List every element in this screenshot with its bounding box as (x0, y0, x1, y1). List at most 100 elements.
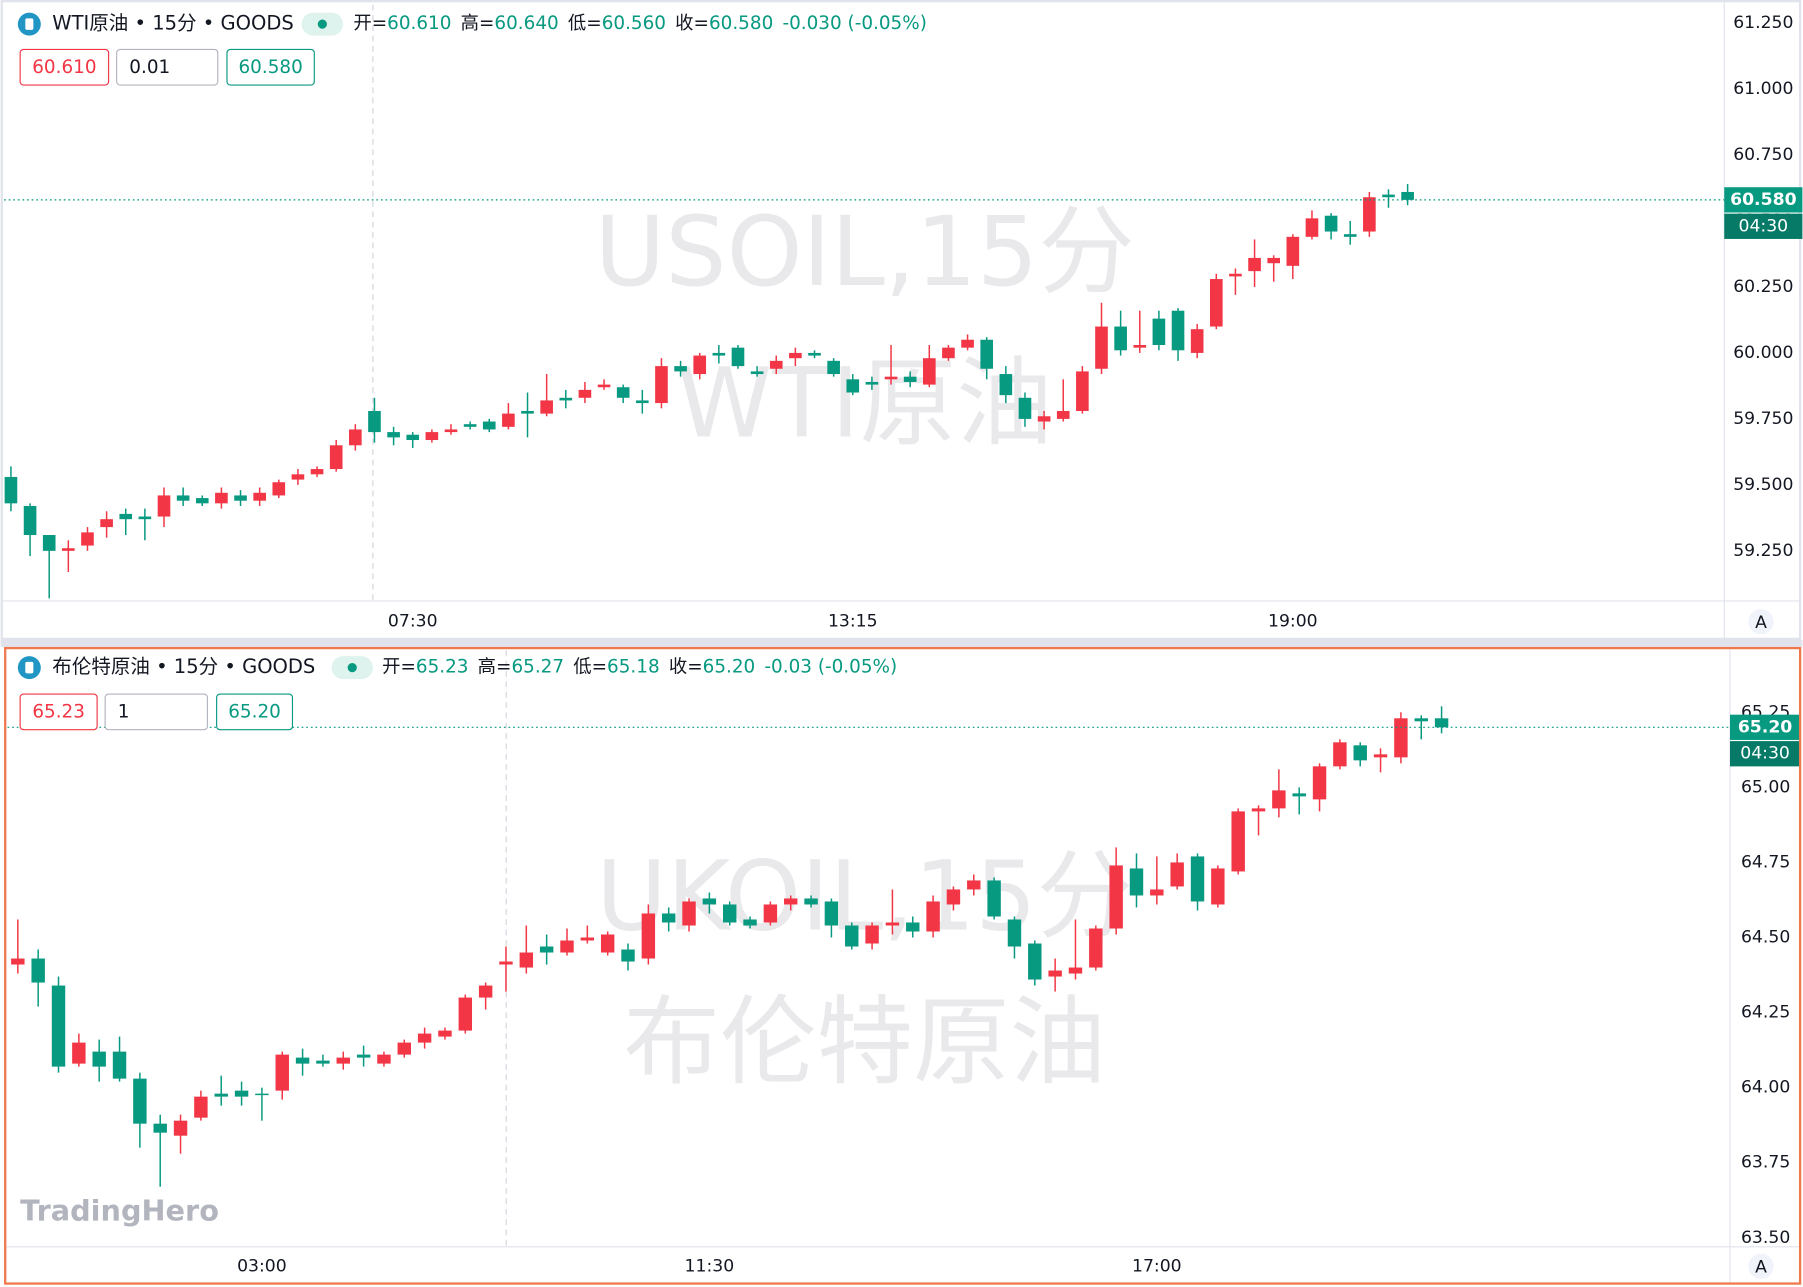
countdown: 04:30 (1739, 216, 1789, 236)
candle-body (234, 1090, 249, 1097)
candle-body (1095, 326, 1108, 369)
change: -0.030 (-0.05%) (782, 13, 926, 34)
candle-body (1251, 808, 1266, 812)
order-box[interactable] (104, 693, 209, 731)
candle-body (906, 922, 920, 932)
x-tick-label: 17:00 (1132, 1256, 1182, 1276)
candle-body (349, 429, 362, 446)
candle-body (1267, 257, 1281, 264)
x-tick-label: 07:30 (388, 612, 438, 632)
ohlc-label: 高= (478, 657, 512, 678)
candle-body (1109, 865, 1123, 929)
candle-body (112, 1051, 127, 1079)
candle-body (51, 985, 66, 1067)
y-tick-label: 64.00 (1741, 1078, 1790, 1098)
candle-body (119, 513, 133, 520)
candle-body (661, 913, 676, 923)
ohlc-label: 收= (669, 657, 703, 678)
candle-body (1382, 194, 1395, 198)
y-tick-label: 60.000 (1733, 343, 1793, 363)
ohlc-value: 60.560 (602, 13, 666, 34)
candle-body (387, 432, 400, 438)
candle-body (1272, 790, 1286, 809)
candle-body (731, 347, 745, 367)
candle-body (750, 371, 764, 375)
candle-body (316, 1060, 330, 1064)
logo: TradingHero (20, 1193, 219, 1227)
order-box[interactable] (116, 48, 219, 86)
ohlc-label: 开= (353, 13, 387, 34)
candle-body (926, 901, 940, 932)
y-tick-label: 64.50 (1741, 928, 1790, 948)
candle-body (329, 445, 343, 470)
order-box[interactable] (216, 693, 294, 731)
candle-body (272, 482, 286, 496)
x-tick-label: 03:00 (237, 1256, 287, 1276)
candle-body (157, 495, 171, 517)
candle-body (425, 432, 439, 441)
candle-body (1170, 862, 1184, 887)
y-tick-label: 64.75 (1741, 852, 1790, 872)
candle-body (31, 958, 45, 983)
candle-body (987, 880, 1001, 917)
y-tick-label: 60.750 (1733, 145, 1793, 165)
candle-body (693, 355, 707, 375)
candle-body (559, 397, 573, 401)
watermark: UKOIL,15分 (596, 840, 1133, 953)
last-price-label: 65.20 (1738, 717, 1792, 737)
candle-body (397, 1042, 411, 1055)
candle-body (444, 429, 458, 433)
candle-body (215, 492, 228, 504)
candle-body (1373, 754, 1388, 758)
candle-body (1152, 318, 1166, 346)
candle-body (865, 925, 879, 944)
countdown: 04:30 (1740, 744, 1790, 764)
candle-body (578, 389, 592, 398)
candle-body (138, 516, 152, 520)
candle-body (62, 548, 75, 551)
candle-body (72, 1042, 86, 1064)
candle-body (253, 492, 266, 501)
candle-body (100, 519, 113, 528)
candle-body (1056, 410, 1070, 419)
y-tick-label: 59.500 (1733, 475, 1793, 495)
last-price-box (1730, 714, 1801, 740)
order-box-label: 1 (118, 701, 130, 722)
candle-body (11, 958, 25, 965)
candle-body (903, 376, 917, 382)
candle-body (540, 400, 553, 414)
scale-button[interactable]: A (1755, 613, 1767, 633)
candle-body (885, 922, 900, 926)
candle-body (1312, 766, 1327, 800)
candle-body (1401, 191, 1414, 200)
order-box[interactable] (19, 693, 98, 731)
candle-body (1028, 943, 1042, 980)
candle-body (1324, 215, 1338, 232)
order-box[interactable] (19, 48, 110, 86)
candle-body (763, 904, 778, 923)
candle-body (769, 360, 783, 369)
ohlc-value: 60.610 (387, 13, 451, 34)
candle-body (176, 495, 190, 501)
candle-body (1434, 718, 1449, 728)
candle-body (712, 352, 726, 356)
candle-body (980, 339, 994, 369)
x-tick-label: 13:15 (828, 612, 878, 632)
candle-body (804, 898, 818, 905)
candle-body (173, 1120, 188, 1136)
scale-button[interactable]: A (1755, 1257, 1767, 1277)
candle-body (1150, 889, 1164, 896)
y-tick-label: 59.250 (1733, 541, 1793, 561)
candle-body (641, 913, 656, 959)
candle-body (967, 880, 981, 890)
watermark: 布伦特原油 (623, 985, 1106, 1098)
chart-title: 布伦特原油 • 15分 • GOODS (52, 655, 315, 678)
candle-body (1209, 279, 1223, 327)
candle-body (463, 424, 477, 427)
candle-body (682, 901, 696, 926)
order-box[interactable] (226, 48, 315, 86)
candle-body (961, 339, 974, 348)
candle-body (502, 413, 515, 427)
candle-body (194, 1096, 208, 1118)
